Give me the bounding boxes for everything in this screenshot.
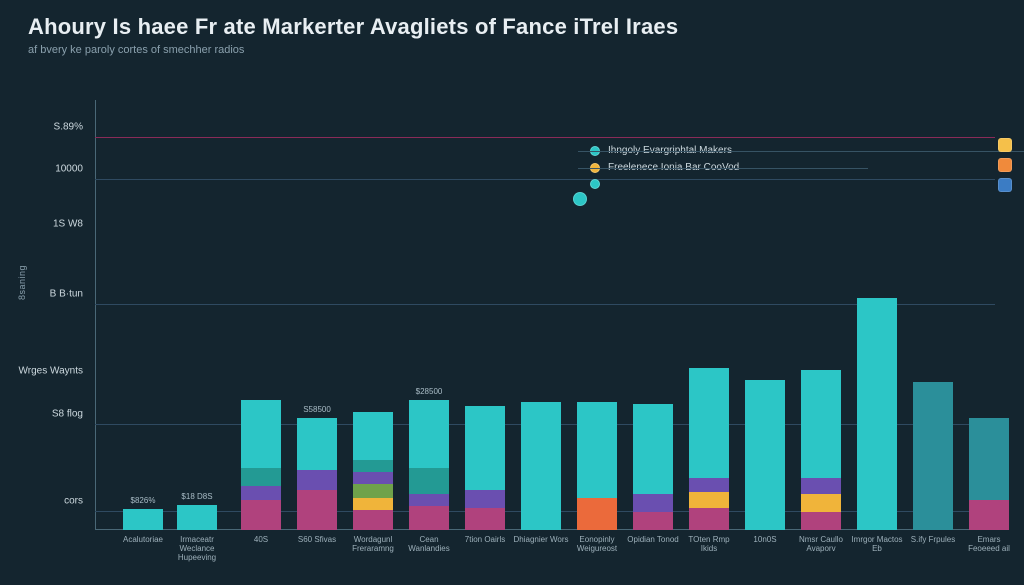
bar-segment [409,400,449,468]
y-tick-label: Wrges Waynts [19,366,83,377]
bar-segment [409,468,449,494]
bar-segment [177,505,217,530]
bar-value-label: S58500 [297,405,337,414]
bar-segment [241,500,281,530]
bar-segment [913,382,953,530]
x-tick-label: 7tion Oairls [457,536,513,545]
y-tick-label: 10000 [55,164,83,175]
bar-segment [801,370,841,478]
x-tick-label: Wordagunl Freraramng [345,536,401,554]
side-swatch-column [998,138,1012,192]
y-tick-label: S8 flog [52,409,83,420]
bar-segment [857,298,897,530]
bar-segment [297,470,337,490]
bar-value-label: $826% [123,496,163,505]
chart-title: Ahoury Is haee Fr ate Markerter Avagliet… [28,14,678,40]
bar-segment [745,380,785,530]
bar-segment [465,508,505,530]
bar-segment [801,478,841,494]
bar-segment [123,509,163,530]
bar-segment [297,418,337,470]
legend-item: Ihngoly Evargriphtal Makers [590,145,739,156]
bar-segment [689,368,729,478]
bar-segment [241,468,281,486]
legend-item: Freelenece Ionia Bar CooVod [590,162,739,173]
bar-segment [689,478,729,492]
x-tick-label: 10n0S [737,536,793,545]
legend-orb-icon [573,192,587,206]
bar-segment [633,404,673,494]
bar-segment [353,484,393,498]
x-tick-label: Emars Feoeeed ail [961,536,1017,554]
bar-segment [353,472,393,484]
x-tick-label: S60 Sfivas [289,536,345,545]
bar-segment [353,498,393,510]
y-axis-label: 8saning [17,265,27,300]
x-tick-label: Irmaceatr Weclance Hupeeving [169,536,225,562]
bar-value-label: $28500 [409,387,449,396]
bar-value-label: $18 D8S [177,492,217,501]
x-tick-label: 40S [233,536,289,545]
x-tick-label: Dhiagnier Wors [513,536,569,545]
bar-segment [241,486,281,500]
y-tick-label: S.89% [54,122,83,133]
bar-segment [633,512,673,530]
legend-item [590,179,739,189]
side-swatch-icon [998,158,1012,172]
bar-segment [521,402,561,530]
bar-segment [465,406,505,490]
bar-segment [689,508,729,530]
y-tick-label: 1S W8 [53,219,83,230]
legend-swatch-icon [590,179,600,189]
chart-subtitle: af bvery ke paroly cortes of smechher ra… [28,44,244,56]
x-tick-label: Acalutoriae [115,536,171,545]
x-tick-label: Imrgor Mactos Eb [849,536,905,554]
bar-segment [801,512,841,530]
bar-segment [633,494,673,512]
bars-container: $826% $18 D8S S58500 $28500 [95,100,995,530]
bar-segment [969,500,1009,530]
x-tick-label: Cean Wanlandies [401,536,457,554]
x-tick-label: Opidian Tonod [625,536,681,545]
y-tick-label: cors [64,496,83,507]
legend: Ihngoly Evargriphtal Makers Freelenece Io… [590,145,739,195]
x-tick-label: TOten Rmp Ikids [681,536,737,554]
bar-segment [409,494,449,506]
bar-segment [465,490,505,508]
bar-segment [241,400,281,468]
side-swatch-icon [998,138,1012,152]
bar-segment [969,418,1009,500]
bar-segment [577,402,617,498]
bar-segment [801,494,841,512]
bar-segment [297,490,337,530]
x-tick-label: S.ify Frpules [905,536,961,545]
bar-segment [353,510,393,530]
side-swatch-icon [998,178,1012,192]
bar-segment [577,498,617,530]
x-tick-label: Nmsr Caullo Avaporv [793,536,849,554]
bar-segment [353,460,393,472]
plot-area: S.89%100001S W8B B·tunWrges WayntsS8 flo… [95,100,995,530]
x-tick-label: Eonopinly Weigureost [569,536,625,554]
bar-segment [409,506,449,530]
y-tick-label: B B·tun [50,289,83,300]
bar-segment [353,412,393,460]
bar-segment [689,492,729,508]
